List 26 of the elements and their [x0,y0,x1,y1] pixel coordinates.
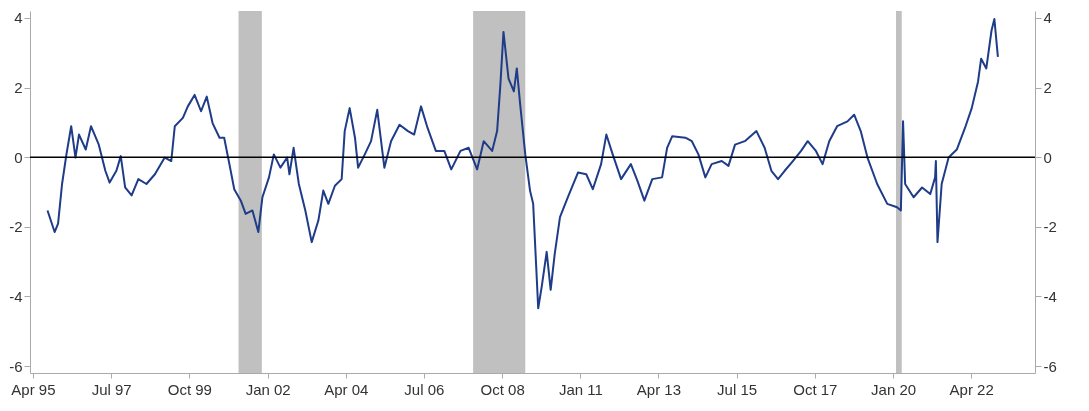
y2-tick-label: -6 [1043,357,1057,375]
x-tick-label: Jan 20 [871,380,917,398]
y2-tick-label: -4 [1043,287,1057,305]
x-tick-label: Apr 22 [949,380,994,398]
y-tick-label: 2 [14,79,23,97]
y2-tick-label: -2 [1043,218,1057,236]
y2-tick-label: 0 [1043,148,1052,166]
x-tick-label: Apr 95 [11,380,56,398]
y2-tick-label: 4 [1043,9,1052,27]
x-tick-label: Apr 04 [324,380,369,398]
x-tick-label: Jan 11 [558,380,603,398]
y-tick-label: 4 [14,9,23,27]
y-tick-label: -4 [9,287,23,305]
y-tick-label: -6 [9,357,23,375]
x-tick-label: Oct 99 [167,380,212,398]
x-tick-label: Oct 08 [480,380,525,398]
line-series [46,18,999,310]
x-tick-label: Jul 97 [91,380,132,398]
y-tick-label: -2 [9,218,23,236]
y-tick-label: 0 [14,148,23,166]
x-tick-label: Oct 17 [793,380,838,398]
x-tick-label: Jul 15 [717,380,758,398]
y2-tick-label: 2 [1043,79,1052,97]
x-tick-label: Jul 06 [404,380,445,398]
x-tick-label: Apr 13 [636,380,682,398]
x-tick-label: Jan 02 [245,380,291,398]
